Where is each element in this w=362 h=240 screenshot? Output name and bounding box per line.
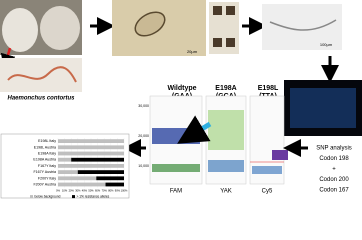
- analysis-line: +: [332, 167, 336, 173]
- cluster: [152, 164, 200, 172]
- y-tick-label: 20,000: [138, 134, 149, 138]
- x-tick-label: 10%: [62, 188, 68, 192]
- bar: [58, 164, 124, 168]
- sheep: [40, 6, 80, 50]
- panel: [226, 38, 235, 47]
- y-tick-label: 30,000: [138, 104, 149, 108]
- worm: [7, 66, 77, 83]
- scale-label: 100µm: [320, 42, 333, 47]
- bar: [58, 151, 124, 156]
- y-tick-label: E198L Italy: [38, 139, 56, 143]
- x-tick-label: 60%: [95, 188, 101, 192]
- y-tick-label: 10,000: [138, 164, 149, 168]
- channel-label: YAK: [220, 189, 232, 195]
- x-tick-label: 80%: [108, 188, 114, 192]
- bar: [58, 176, 97, 181]
- cluster: [252, 166, 282, 174]
- legend-swatch: [72, 195, 75, 199]
- legend-label: below background: [35, 194, 61, 198]
- genotype-label: E198L: [258, 85, 279, 92]
- bar: [58, 157, 72, 162]
- bar: [58, 170, 78, 174]
- y-tick-label: E198L Austria: [34, 145, 56, 149]
- legend-label: > 1% resistance alleles: [77, 194, 110, 198]
- genotype-label: Wildtype: [167, 85, 196, 92]
- x-tick-label: 100%: [121, 188, 128, 192]
- worm-photo: [0, 58, 82, 92]
- bar: [58, 139, 124, 143]
- bar: [105, 182, 124, 187]
- analysis-line: SNP analysis: [316, 146, 352, 152]
- purple-tag: [272, 150, 288, 160]
- analysis-line: Codon 167: [319, 188, 349, 194]
- y-tick-label: F167Y Austria: [33, 170, 56, 174]
- bar: [58, 182, 106, 187]
- x-tick-label: 30%: [75, 188, 81, 192]
- cyan-arrow: [177, 115, 212, 144]
- genotype-label: E198A: [215, 85, 236, 92]
- analysis-text: SNP analysis Codon 198 + Codon 200 Codon 167: [316, 146, 352, 194]
- panel: [213, 6, 222, 15]
- x-tick-label: 40%: [82, 188, 88, 192]
- y-tick-label: E198A Italy: [38, 151, 56, 155]
- bar: [96, 176, 124, 181]
- cluster: [208, 160, 244, 172]
- panel: [213, 38, 222, 47]
- y-tick-label: E198A Austria: [33, 158, 56, 162]
- scale-label: 20µm: [187, 49, 198, 54]
- y-tick-label: F200Y Austria: [33, 182, 56, 186]
- figure: Haemonchus contortus 20µm 100µm Wildtype…: [0, 0, 362, 198]
- species-label: Haemonchus contortus: [7, 96, 75, 102]
- x-tick-label: 70%: [102, 188, 108, 192]
- x-tick-label: 90%: [115, 188, 121, 192]
- y-tick-label: F200Y Italy: [38, 176, 56, 180]
- x-tick-label: 20%: [69, 188, 75, 192]
- cluster: [208, 110, 244, 150]
- analysis-line: Codon 198: [319, 156, 349, 162]
- scatter-panel: 30,000 20,000 10,000 FAM YAK Cy5: [138, 95, 288, 195]
- channel-label: FAM: [170, 189, 182, 195]
- egg: [134, 11, 166, 37]
- bar-chart: 0% 10% 20% 30% 40% 50% 60% 70% 80% 90% 100% E198L I…: [30, 138, 128, 198]
- bar: [58, 145, 124, 150]
- larva-image: [262, 4, 342, 50]
- bar: [71, 157, 124, 162]
- sheep: [2, 8, 38, 52]
- channel-label: Cy5: [262, 189, 273, 195]
- plate-wells: [290, 88, 356, 128]
- legend-swatch: [30, 195, 33, 199]
- x-tick-label: 50%: [88, 188, 94, 192]
- panel: [226, 6, 235, 15]
- y-tick-label: F167Y Italy: [38, 164, 56, 168]
- bar: [77, 170, 124, 174]
- x-tick-label: 0%: [56, 188, 60, 192]
- larva: [269, 19, 337, 31]
- analysis-line: Codon 200: [319, 177, 349, 183]
